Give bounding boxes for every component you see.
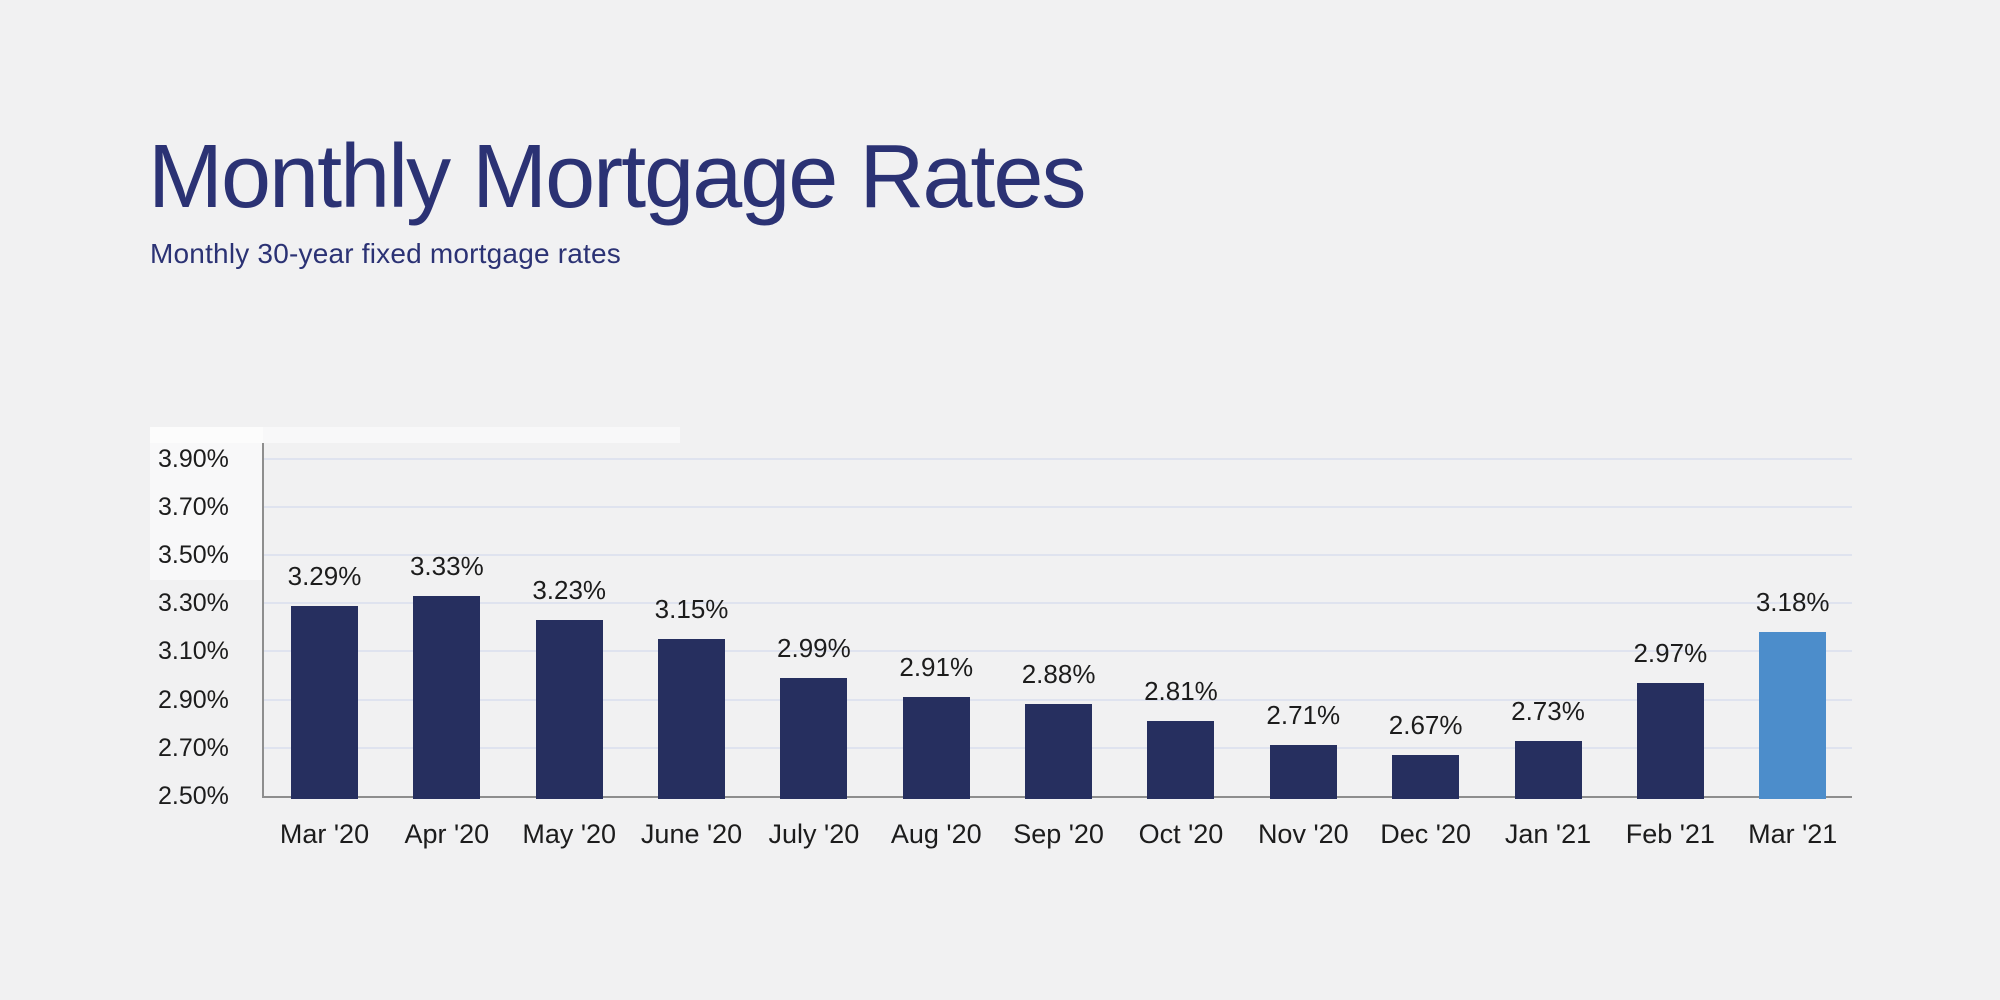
bar-value-label: 2.67% [1388,710,1463,741]
x-axis-label: Mar '20 [279,819,370,849]
gridline [262,602,1852,605]
highlight-box-vertical [150,427,263,580]
page-subtitle: Monthly 30-year fixed mortgage rates [150,238,621,269]
x-axis-label: May '20 [522,819,617,849]
x-axis-label: Dec '20 [1380,819,1471,849]
x-axis-label: Mar '21 [1748,819,1838,849]
bar-mar-21 [1759,632,1827,799]
y-axis-tick-label: 3.50% [158,541,229,569]
x-axis-label: Sep '20 [1013,819,1104,849]
bar-june-20 [658,639,726,799]
bar-oct-20 [1147,721,1215,799]
bar-value-label: 2.73% [1511,695,1585,726]
x-axis-label: Apr '20 [404,819,490,849]
y-axis-line [262,442,264,798]
page-title: Monthly Mortgage Rates [148,127,1086,227]
bar-feb-21 [1636,682,1704,799]
bar-aug-20 [902,697,970,799]
bar-jan-21 [1514,740,1582,799]
bar-nov-20 [1269,745,1337,799]
y-axis-tick-label: 2.70% [158,733,229,762]
y-axis-tick-label: 2.90% [158,685,229,714]
gridline [262,457,1852,460]
bar-value-label: 3.29% [287,560,362,591]
y-axis-tick-label: 3.30% [158,589,229,618]
y-axis-tick-label: 3.70% [158,492,229,521]
bar-value-label: 2.81% [1144,676,1218,707]
highlight-box-strip [150,427,680,443]
bar-apr-20 [413,595,481,799]
gridline [262,505,1852,508]
bar-july-20 [780,677,848,799]
x-axis-label: Oct '20 [1138,819,1224,849]
bar-value-label: 3.15% [654,594,729,625]
y-axis-tick-label: 3.10% [158,637,229,666]
bar-mar-20 [291,605,358,799]
gridline [262,698,1852,701]
x-axis-label: Jan '21 [1504,819,1592,849]
bar-sep-20 [1025,704,1093,799]
x-axis-label: Aug '20 [890,819,982,849]
bar-value-label: 2.97% [1633,637,1708,668]
x-axis-label: Feb '21 [1625,819,1715,849]
x-axis-label: July '20 [768,819,860,849]
bar-value-label: 2.71% [1266,700,1341,731]
bar-value-label: 2.99% [777,632,851,663]
gridline [262,554,1852,556]
bar-value-label: 3.18% [1755,587,1830,618]
x-axis-label: Nov '20 [1257,819,1349,849]
bar-value-label: 2.88% [1021,659,1096,690]
bar-value-label: 2.91% [899,652,974,683]
y-axis-tick-label: 2.50% [158,782,229,810]
bar-value-label: 3.23% [532,575,607,606]
gridline [262,650,1852,653]
y-axis-tick-label: 3.90% [158,444,229,473]
x-axis-label: June '20 [640,819,743,849]
bar-may-20 [535,620,603,799]
bar-dec-20 [1392,755,1460,799]
bar-value-label: 3.33% [409,550,484,581]
